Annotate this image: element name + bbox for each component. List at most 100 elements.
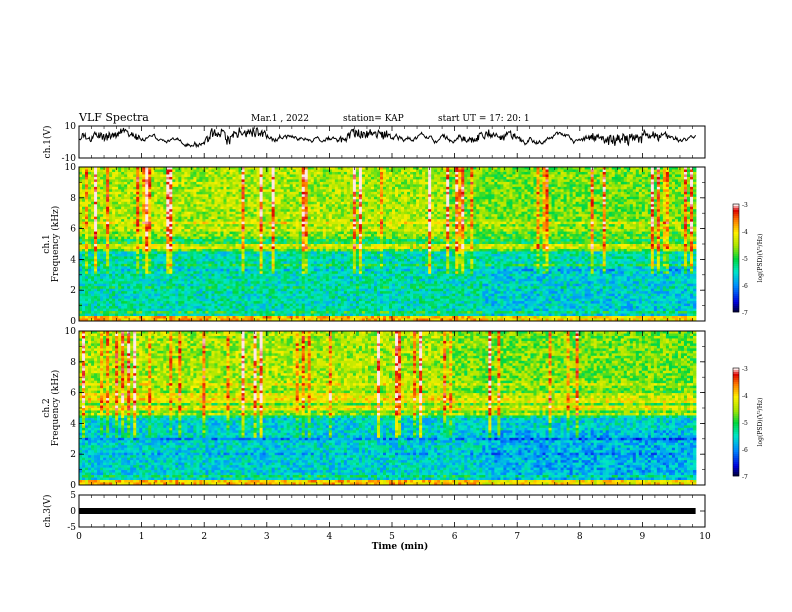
spectrogram-cell <box>521 174 524 177</box>
spectrogram-cell <box>130 182 133 185</box>
spectrogram-cell <box>275 182 278 185</box>
spectrogram-cell <box>320 174 323 177</box>
spectrogram-cell <box>82 189 85 192</box>
spectrogram-cell <box>482 182 485 185</box>
spectrogram-cell <box>136 169 139 172</box>
spectrogram-cell <box>214 177 217 180</box>
spectrogram-cell <box>515 172 518 175</box>
spectrogram-cell <box>248 179 251 182</box>
spectrogram-cell <box>97 187 100 190</box>
spectrogram-cell <box>103 182 106 185</box>
spectrogram-cell <box>278 182 281 185</box>
spectrogram-cell <box>693 187 696 190</box>
spectrogram-cell <box>103 187 106 190</box>
spectrogram-cell <box>558 177 561 180</box>
spectrogram-cell <box>154 177 157 180</box>
spectrogram-cell <box>512 189 515 192</box>
spectrogram-cell <box>257 179 260 182</box>
spectrogram-cell <box>512 184 515 187</box>
spectrogram-cell <box>491 174 494 177</box>
spectrogram-cell <box>654 169 657 172</box>
spectrogram-cell <box>570 179 573 182</box>
spectrogram-cell <box>636 174 639 177</box>
spectrogram-cell <box>326 184 329 187</box>
spectrogram-cell <box>308 179 311 182</box>
spectrogram-cell <box>242 189 245 192</box>
spectrogram-cell <box>124 174 127 177</box>
spectrogram-cell <box>509 179 512 182</box>
spectrogram-cell <box>603 184 606 187</box>
spectrogram-cell <box>214 184 217 187</box>
spectrogram-cell <box>437 182 440 185</box>
spectrogram-cell <box>181 189 184 192</box>
spectrogram-cell <box>606 169 609 172</box>
spectrogram-cell <box>530 182 533 185</box>
spectrogram-cell <box>561 184 564 187</box>
spectrogram-cell <box>585 184 588 187</box>
spectrogram-cell <box>539 189 542 192</box>
spectrogram-cell <box>612 177 615 180</box>
spectrogram-cell <box>226 177 229 180</box>
spectrogram-cell <box>509 177 512 180</box>
spectrogram-cell <box>627 187 630 190</box>
spectrogram-cell <box>636 177 639 180</box>
spectrogram-cell <box>678 177 681 180</box>
spectrogram-cell <box>226 172 229 175</box>
spectrogram-cell <box>184 192 187 195</box>
spectrogram-cell <box>229 172 232 175</box>
spectrogram-cell <box>524 177 527 180</box>
spectrogram-cell <box>359 179 362 182</box>
spectrogram-cell <box>284 189 287 192</box>
spectrogram-cell <box>371 189 374 192</box>
spectrogram-cell <box>145 189 148 192</box>
spectrogram-cell <box>160 184 163 187</box>
spectrogram-cell <box>251 172 254 175</box>
spectrogram-cell <box>509 189 512 192</box>
spectrogram-cell <box>214 187 217 190</box>
spectrogram-cell <box>693 177 696 180</box>
spectrogram-cell <box>115 184 118 187</box>
spectrogram-cell <box>79 177 82 180</box>
spectrogram-cell <box>663 169 666 172</box>
spectrogram-cell <box>278 184 281 187</box>
spectrogram-cell <box>112 184 115 187</box>
spectrogram-cell <box>236 172 239 175</box>
spectrogram-cell <box>278 189 281 192</box>
spectrogram-cell <box>314 189 317 192</box>
spectrogram-cell <box>690 187 693 190</box>
spectrogram-cell <box>597 172 600 175</box>
spectrogram-cell <box>470 172 473 175</box>
spectrogram-cell <box>115 182 118 185</box>
spectrogram-cell <box>564 174 567 177</box>
spectrogram-cell <box>208 174 211 177</box>
spectrogram-cell <box>660 169 663 172</box>
spectrogram-cell <box>226 179 229 182</box>
spectrogram-cell <box>284 192 287 195</box>
spectrogram-cell <box>404 172 407 175</box>
spectrogram-cell <box>281 177 284 180</box>
spectrogram-cell <box>208 182 211 185</box>
spectrogram-cell <box>205 169 208 172</box>
spectrogram-cell <box>211 189 214 192</box>
spectrogram-cell <box>160 177 163 180</box>
spectrogram-cell <box>437 187 440 190</box>
spectrogram-cell <box>269 174 272 177</box>
spectrogram-cell <box>329 192 332 195</box>
spectrogram-cell <box>281 172 284 175</box>
spectrogram-cell <box>115 172 118 175</box>
spectrogram-cell <box>377 187 380 190</box>
spectrogram-cell <box>142 192 145 195</box>
spectrogram-cell <box>236 192 239 195</box>
spectrogram-cell <box>594 177 597 180</box>
spectrogram-cell <box>552 172 555 175</box>
spectrogram-cell <box>281 187 284 190</box>
spectrogram-cell <box>302 187 305 190</box>
spectrogram-cell <box>163 169 166 172</box>
spectrogram-cell <box>470 174 473 177</box>
spectrogram-cell <box>91 184 94 187</box>
spectrogram-cell <box>251 182 254 185</box>
spectrogram-cell <box>401 187 404 190</box>
spectrogram-cell <box>648 174 651 177</box>
spectrogram-cell <box>160 192 163 195</box>
spectrogram-cell <box>452 182 455 185</box>
